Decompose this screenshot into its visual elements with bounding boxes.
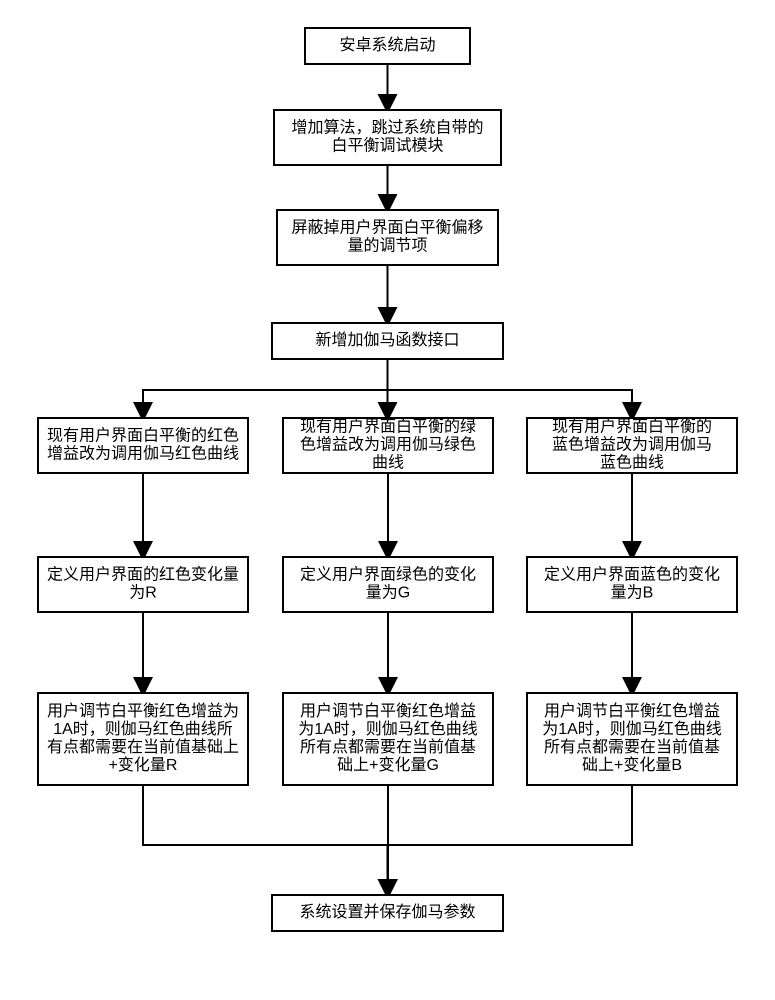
node-n10: 定义用户界面蓝色的变化量为B — [527, 557, 737, 612]
node-n4: 新增加伽马函数接口 — [272, 323, 503, 359]
node-n2: 增加算法，跳过系统自带的白平衡调试模块 — [274, 110, 501, 165]
svg-text:为1A时，则伽马红色曲线: 为1A时，则伽马红色曲线 — [298, 720, 478, 738]
node-n5: 现有用户界面白平衡的红色增益改为调用伽马红色曲线 — [38, 418, 248, 473]
svg-text:所有点都需要在当前值基: 所有点都需要在当前值基 — [300, 738, 476, 756]
svg-text:安卓系统启动: 安卓系统启动 — [339, 36, 435, 54]
node-n6: 现有用户界面白平衡的绿色增益改为调用伽马绿色曲线 — [283, 418, 493, 473]
svg-text:定义用户界面绿色的变化: 定义用户界面绿色的变化 — [300, 566, 476, 584]
svg-text:蓝色增益改为调用伽马: 蓝色增益改为调用伽马 — [552, 436, 712, 454]
svg-text:有点都需要在当前值基础上: 有点都需要在当前值基础上 — [47, 738, 239, 756]
svg-text:量为B: 量为B — [611, 584, 654, 602]
edge-n4-n7 — [388, 359, 633, 418]
node-n1: 安卓系统启动 — [305, 28, 470, 64]
node-n3: 屏蔽掉用户界面白平衡偏移量的调节项 — [277, 210, 498, 265]
svg-text:蓝色曲线: 蓝色曲线 — [600, 454, 664, 472]
edge-n13-n14 — [388, 785, 633, 895]
svg-text:系统设置并保存伽马参数: 系统设置并保存伽马参数 — [299, 903, 475, 921]
svg-text:为1A时，则伽马红色曲线: 为1A时，则伽马红色曲线 — [542, 720, 722, 738]
svg-text:用户调节白平衡红色增益: 用户调节白平衡红色增益 — [300, 702, 476, 720]
svg-text:础上+变化量B: 础上+变化量B — [582, 756, 682, 774]
svg-text:1A时，则伽马红色曲线所: 1A时，则伽马红色曲线所 — [53, 720, 233, 738]
svg-text:白平衡调试模块: 白平衡调试模块 — [331, 137, 443, 155]
svg-text:增加算法，跳过系统自带的: 增加算法，跳过系统自带的 — [291, 118, 483, 137]
svg-text:新增加伽马函数接口: 新增加伽马函数接口 — [315, 331, 459, 349]
flowchart-canvas: 安卓系统启动增加算法，跳过系统自带的白平衡调试模块屏蔽掉用户界面白平衡偏移量的调… — [0, 0, 775, 1000]
node-n8: 定义用户界面的红色变化量为R — [38, 557, 248, 612]
node-n9: 定义用户界面绿色的变化量为G — [283, 557, 493, 612]
svg-text:量的调节项: 量的调节项 — [347, 237, 427, 255]
svg-text:增益改为调用伽马红色曲线: 增益改为调用伽马红色曲线 — [47, 445, 239, 463]
svg-text:础上+变化量G: 础上+变化量G — [337, 756, 439, 774]
node-n11: 用户调节白平衡红色增益为1A时，则伽马红色曲线所有点都需要在当前值基础上+变化量… — [38, 693, 248, 785]
svg-text:色增益改为调用伽马绿色: 色增益改为调用伽马绿色 — [300, 436, 476, 454]
svg-text:曲线: 曲线 — [372, 454, 404, 472]
svg-text:屏蔽掉用户界面白平衡偏移: 屏蔽掉用户界面白平衡偏移 — [291, 219, 483, 237]
svg-text:用户调节白平衡红色增益为: 用户调节白平衡红色增益为 — [47, 702, 239, 720]
svg-text:用户调节白平衡红色增益: 用户调节白平衡红色增益 — [544, 702, 720, 720]
edge-n4-n5 — [143, 359, 388, 418]
edge-n11-n14 — [143, 785, 388, 895]
svg-text:现有用户界面白平衡的: 现有用户界面白平衡的 — [552, 418, 712, 436]
svg-text:现有用户界面白平衡的红色: 现有用户界面白平衡的红色 — [47, 427, 239, 445]
node-n12: 用户调节白平衡红色增益为1A时，则伽马红色曲线所有点都需要在当前值基础上+变化量… — [283, 693, 493, 785]
node-n7: 现有用户界面白平衡的蓝色增益改为调用伽马蓝色曲线 — [527, 418, 737, 473]
svg-text:定义用户界面蓝色的变化: 定义用户界面蓝色的变化 — [544, 566, 720, 584]
node-n14: 系统设置并保存伽马参数 — [272, 895, 503, 931]
node-n13: 用户调节白平衡红色增益为1A时，则伽马红色曲线所有点都需要在当前值基础上+变化量… — [527, 693, 737, 785]
svg-text:定义用户界面的红色变化量: 定义用户界面的红色变化量 — [47, 566, 239, 584]
svg-text:+变化量R: +变化量R — [109, 756, 178, 774]
svg-text:现有用户界面白平衡的绿: 现有用户界面白平衡的绿 — [300, 418, 476, 436]
svg-text:所有点都需要在当前值基: 所有点都需要在当前值基 — [544, 738, 720, 756]
svg-text:为R: 为R — [129, 584, 157, 602]
svg-text:量为G: 量为G — [366, 584, 410, 602]
